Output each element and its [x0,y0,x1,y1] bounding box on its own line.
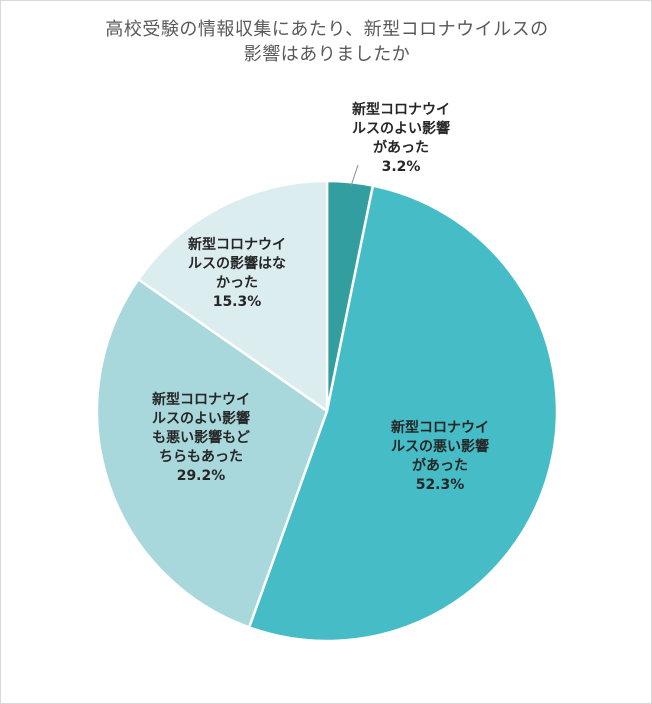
slice-category-label: があった [412,457,468,474]
chart-title: 高校受験の情報収集にあたり、新型コロナウイルスの 影響はありましたか [1,17,652,67]
slice-category-label: 新型コロナウイ [352,101,450,118]
chart-title-line-1: 高校受験の情報収集にあたり、新型コロナウイルスの [105,19,549,40]
slice-value-label: 15.3% [213,294,262,310]
leader-line [350,164,359,187]
slice-label-2: 新型コロナウイルスの悪い影響があった 52.3% [391,419,489,493]
slice-label-4: 新型コロナウイルスの影響はなかった 15.3% [188,236,286,310]
slice-label-3: 新型コロナウイルスのよい影響も悪い影響もどちらもあった 29.2% [152,391,250,484]
slice-labels: 新型コロナウイルスのよい影響があった 3.2%新型コロナウイルスの悪い影響があった… [152,101,489,493]
slice-category-label: 新型コロナウイ [391,419,489,436]
slice-category-label: があった [373,139,429,156]
slice-value-label: 29.2% [177,468,226,484]
slice-category-label: も悪い影響もど [152,429,250,446]
pie-slices [95,179,559,643]
slice-category-label: ルスのよい影響 [352,120,450,137]
slice-category-label: 新型コロナウイ [152,391,250,408]
slice-label-1: 新型コロナウイルスのよい影響があった 3.2% [352,101,450,175]
slice-category-label: かった [216,275,258,291]
slice-category-label: ルスの悪い影響 [391,438,489,455]
chart-title-line-2: 影響はありましたか [243,44,411,65]
slice-value-label: 3.2% [382,159,421,175]
pie-slice-4 [137,179,329,413]
slice-category-label: ルスの影響はな [188,255,286,272]
slice-category-label: ちらもあった [159,449,243,465]
slice-category-label: 新型コロナウイ [188,236,286,253]
slice-value-label: 52.3% [416,477,465,493]
slice-category-label: ルスのよい影響 [152,410,250,427]
pie-slice-3 [95,278,329,629]
pie-slice-2 [247,184,559,643]
